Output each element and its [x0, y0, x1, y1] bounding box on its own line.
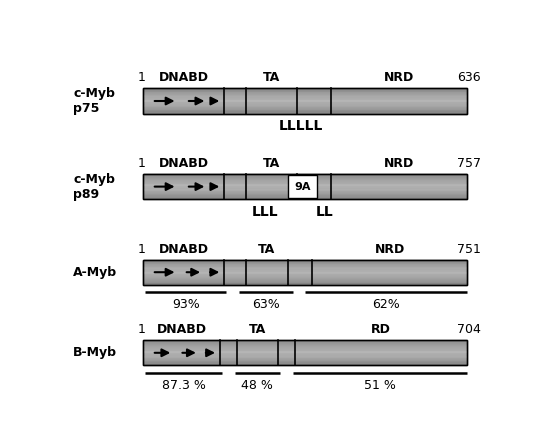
- Text: NRD: NRD: [384, 157, 414, 170]
- Text: LL: LL: [316, 205, 333, 219]
- Text: 48 %: 48 %: [241, 379, 273, 392]
- Text: NRD: NRD: [384, 72, 414, 85]
- Text: 51 %: 51 %: [364, 379, 396, 392]
- Text: TA: TA: [262, 157, 280, 170]
- Text: c-Myb
p89: c-Myb p89: [73, 173, 115, 201]
- Text: DNABD: DNABD: [159, 72, 209, 85]
- Bar: [144, 340, 468, 365]
- Text: B-Myb: B-Myb: [73, 346, 117, 359]
- Text: DNABD: DNABD: [157, 323, 207, 336]
- Text: 93%: 93%: [172, 298, 200, 311]
- Text: 87.3 %: 87.3 %: [162, 379, 206, 392]
- Bar: [144, 174, 468, 199]
- Text: c-Myb
p75: c-Myb p75: [73, 87, 115, 115]
- Text: 1: 1: [138, 323, 145, 336]
- Text: 1: 1: [138, 242, 145, 255]
- Text: 9A: 9A: [294, 182, 311, 191]
- Text: 62%: 62%: [372, 298, 400, 311]
- Bar: [144, 259, 468, 285]
- Text: 1: 1: [138, 72, 145, 85]
- Bar: [288, 175, 317, 198]
- Text: 751: 751: [458, 242, 481, 255]
- Text: 757: 757: [458, 157, 481, 170]
- Text: LLL: LLL: [251, 205, 278, 219]
- Text: 63%: 63%: [252, 298, 279, 311]
- Text: TA: TA: [258, 242, 276, 255]
- Text: RD: RD: [371, 323, 391, 336]
- Text: 704: 704: [458, 323, 481, 336]
- Text: DNABD: DNABD: [159, 242, 209, 255]
- Text: TA: TA: [249, 323, 266, 336]
- Bar: [144, 340, 468, 365]
- Text: NRD: NRD: [375, 242, 405, 255]
- Bar: [144, 174, 468, 199]
- Text: A-Myb: A-Myb: [73, 266, 117, 279]
- Text: DNABD: DNABD: [159, 157, 209, 170]
- Text: LLLLL: LLLLL: [279, 119, 323, 133]
- Bar: [144, 259, 468, 285]
- Bar: [144, 89, 468, 114]
- Text: 1: 1: [138, 157, 145, 170]
- Text: TA: TA: [262, 72, 280, 85]
- Bar: [144, 89, 468, 114]
- Text: 636: 636: [458, 72, 481, 85]
